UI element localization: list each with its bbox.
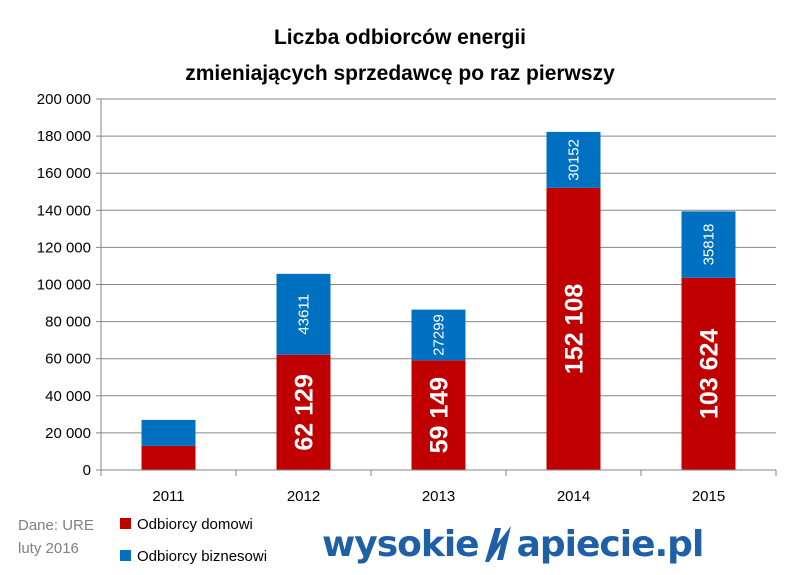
y-tick-label: 160 000 <box>37 165 91 182</box>
bar-domowi <box>411 360 466 470</box>
y-tick-label: 200 000 <box>37 91 91 108</box>
legend-swatch <box>120 518 131 529</box>
site-logo: wysokie apiecie.pl <box>322 522 705 566</box>
y-axis: 0 20 000 40 000 60 000 80 000 100 000 120 000 1… <box>37 91 102 479</box>
bar-domowi <box>546 187 601 470</box>
data-label: 59 149 <box>426 377 454 453</box>
bar-biznesowi <box>141 419 196 446</box>
x-tick-label: 2012 <box>287 488 320 505</box>
logo-text-right: apiecie.pl <box>516 524 705 565</box>
source-line1: Dane: URE <box>18 517 94 534</box>
bar-biznesowi <box>411 309 466 361</box>
x-tick-label: 2015 <box>692 488 725 505</box>
lightning-icon <box>484 526 511 562</box>
bar-biznesowi <box>276 273 331 355</box>
data-label: 30152 <box>566 139 583 181</box>
y-tick-label: 80 000 <box>45 314 91 331</box>
data-label: 35818 <box>701 224 718 266</box>
data-label: 43611 <box>296 294 313 335</box>
y-tick-label: 100 000 <box>37 277 91 294</box>
legend: Odbiorcy domowi Odbiorcy biznesowi <box>120 516 267 565</box>
bar-biznesowi <box>681 211 736 278</box>
y-tick-label: 180 000 <box>37 128 91 145</box>
y-tick-label: 140 000 <box>37 202 91 219</box>
bar-domowi <box>141 445 196 470</box>
y-tick-label: 0 <box>83 462 91 479</box>
logo-text-left: wysokie <box>322 524 480 565</box>
x-tick-label: 2014 <box>557 488 590 505</box>
chart-title-line2: zmieniających sprzedawcę po raz pierwszy <box>185 62 615 85</box>
legend-label: Odbiorcy domowi <box>137 516 253 533</box>
data-label: 103 624 <box>696 329 724 419</box>
legend-swatch <box>120 550 131 561</box>
chart-title-line1: Liczba odbiorców energii <box>274 26 526 49</box>
legend-label: Odbiorcy biznesowi <box>137 548 267 565</box>
bar-domowi <box>681 277 736 470</box>
grid <box>101 98 776 434</box>
bar-biznesowi <box>546 131 601 188</box>
source-note: Dane: URE luty 2016 <box>18 514 94 560</box>
y-tick-label: 60 000 <box>45 351 91 368</box>
bars: 62 129 43611 59 149 27299 152 108 30152 103 62… <box>141 131 736 470</box>
source-line2: luty 2016 <box>18 540 79 557</box>
x-tick-label: 2013 <box>422 488 455 505</box>
bar-domowi <box>276 354 331 470</box>
x-axis: 2011 2012 2013 2014 2015 <box>100 469 777 505</box>
x-tick-label: 2011 <box>152 488 184 505</box>
y-tick-label: 120 000 <box>37 239 91 256</box>
y-tick-label: 40 000 <box>45 388 91 405</box>
y-tick-label: 20 000 <box>45 425 91 442</box>
data-label: 62 129 <box>291 374 319 450</box>
data-label: 152 108 <box>561 284 589 374</box>
data-label: 27299 <box>431 314 448 356</box>
